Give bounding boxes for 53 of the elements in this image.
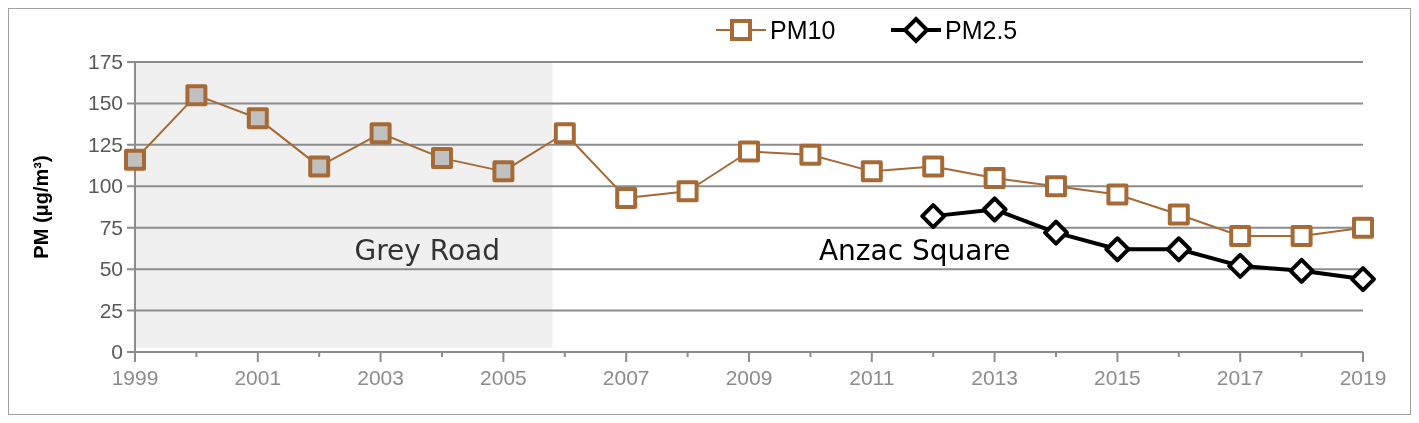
point	[1045, 175, 1067, 198]
point	[1227, 252, 1254, 279]
x-tick-label: 2017	[1216, 366, 1264, 389]
y-tick-label: 0	[111, 340, 123, 363]
point	[553, 122, 576, 145]
point	[185, 84, 208, 107]
point	[1165, 236, 1192, 263]
point	[922, 155, 945, 178]
point	[1288, 257, 1315, 284]
point	[799, 143, 822, 166]
point	[1352, 216, 1374, 239]
y-tick-label: 175	[87, 50, 123, 73]
point	[920, 203, 947, 230]
x-tick-label: 2005	[480, 366, 527, 389]
point	[981, 196, 1008, 223]
point	[1043, 219, 1069, 246]
legend-label: PM10	[770, 16, 836, 44]
y-axis-title: PM (μg/m³)	[30, 155, 52, 259]
annotation: Anzac Square	[818, 234, 1011, 267]
x-tick-label: 2003	[357, 366, 404, 389]
point	[1350, 266, 1376, 293]
y-tick-label: 100	[87, 174, 123, 198]
band-label: Grey Road	[354, 234, 501, 267]
point	[124, 148, 146, 171]
x-tick-label: 2001	[234, 366, 282, 389]
point	[1229, 225, 1252, 247]
point	[369, 122, 392, 145]
y-tick-label: 125	[87, 132, 123, 156]
point	[492, 160, 515, 183]
y-tick-label: 50	[99, 257, 123, 281]
x-tick-label: 2015	[1094, 366, 1141, 389]
point	[738, 140, 760, 163]
point	[246, 107, 269, 130]
point	[860, 160, 883, 183]
point	[308, 155, 331, 178]
x-tick-label: 2019	[1339, 366, 1387, 389]
y-tick-label: 75	[99, 215, 123, 239]
point	[1106, 183, 1129, 206]
point	[431, 147, 453, 170]
x-tick-label: 1999	[111, 366, 159, 389]
x-tick-label: 2011	[849, 366, 895, 389]
x-tick-label: 2009	[725, 366, 773, 389]
y-tick-label: 150	[87, 91, 123, 115]
point	[983, 167, 1006, 189]
point	[1104, 236, 1131, 263]
y-tick-label: 25	[99, 298, 123, 322]
point	[1167, 203, 1190, 226]
x-tick-label: 2007	[602, 366, 650, 389]
point	[676, 180, 699, 203]
point	[615, 186, 638, 209]
point	[1290, 225, 1313, 247]
legend-label: PM2.5	[945, 16, 1018, 44]
x-tick-label: 2013	[971, 366, 1018, 389]
